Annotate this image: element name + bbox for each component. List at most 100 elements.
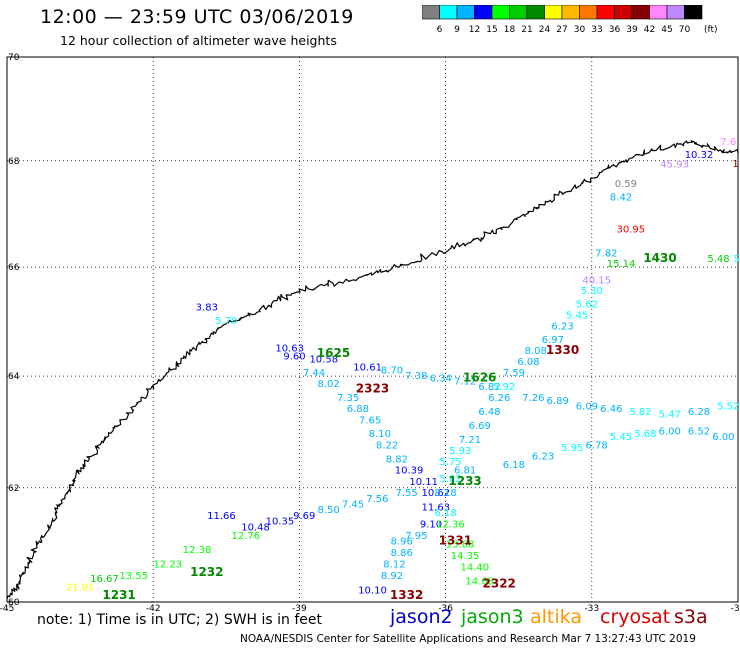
wave-height-value: 7.26	[522, 393, 544, 404]
wave-height-value: 7.44	[303, 368, 325, 379]
pass-time-label: 1233	[448, 474, 481, 488]
legend-label: 42	[644, 25, 655, 35]
pass-time-label: 1626	[463, 371, 496, 385]
wave-height-value: 7.6	[720, 137, 736, 148]
wave-height-value: 6.78	[586, 440, 608, 451]
wave-height-value: 7.21	[459, 435, 481, 446]
wave-height-value: 6.08	[517, 357, 539, 368]
wave-height-value: 10.63	[275, 343, 304, 354]
wave-height-value: 10.48	[241, 522, 270, 533]
wave-height-value: 8.18	[434, 488, 456, 499]
wave-height-value: 6.26	[488, 393, 510, 404]
wave-height-value: 13.88	[446, 539, 475, 550]
legend-label: 30	[574, 25, 586, 35]
legend-swatch	[684, 5, 703, 20]
pass-time-label: 1625	[317, 346, 350, 360]
wave-height-value: 8.50	[318, 505, 340, 516]
lat-tick-label: 66	[8, 263, 20, 273]
wave-height-value: 7.95	[405, 531, 427, 542]
lat-tick-label: 68	[8, 157, 20, 167]
pass-time-label: 1332	[390, 588, 423, 602]
wave-height-value: 10.58	[309, 354, 338, 365]
wave-height-value: 6.00	[712, 432, 734, 443]
wave-height-value: 5.68	[634, 429, 656, 440]
wave-height-value: 7.59	[503, 368, 525, 379]
wave-height-value: 6.23	[532, 452, 554, 463]
greenland-coastline	[6, 140, 739, 600]
wave-height-value: 7.38	[405, 371, 427, 382]
wave-height-value: 6.00	[659, 426, 681, 437]
color-legend: 6 9 12 15 18 21 24 27 30 33 36 39 42 45 70 (ft)	[422, 5, 737, 35]
wave-height-value: 5.95	[561, 443, 583, 454]
wave-height-value: 7.56	[366, 494, 388, 505]
axis-labels: -45 -42 -39 -36 -33 -30 70 68 66 64 62 60	[0, 53, 740, 612]
wave-height-value: 6.48	[478, 407, 500, 418]
lat-tick-label: 60	[8, 598, 20, 608]
page-subtitle: 12 hour collection of altimeter wave hei…	[60, 33, 337, 48]
wave-height-value: 5.47	[659, 410, 681, 421]
wave-height-value: 6.18	[434, 508, 456, 519]
graticule	[7, 56, 738, 602]
credit-line: NOAA/NESDIS Center for Satellite Applica…	[240, 633, 696, 645]
pass-time-label: 2322	[483, 577, 516, 591]
wave-height-value: 5.92	[493, 382, 515, 393]
wave-height-value: 10.10	[358, 585, 387, 596]
wave-height-value: 5.82	[629, 407, 651, 418]
legend-label: 45	[661, 25, 672, 35]
wave-height-value: 8.82	[386, 454, 408, 465]
wave-height-value: 9.10	[420, 519, 442, 530]
wave-height-value: 30.95	[616, 224, 645, 235]
wave-height-value: 21.91	[66, 582, 95, 593]
wave-height-value: 9.69	[293, 511, 315, 522]
wave-height-value: 7.12	[454, 376, 476, 387]
wave-height-value: 3.83	[196, 302, 218, 313]
wave-height-value: 5.30	[581, 286, 603, 297]
wave-height-value: 5.62	[439, 474, 461, 485]
wave-height-value: 40.15	[582, 275, 611, 286]
wave-height-value: 8.22	[376, 440, 398, 451]
wave-height-value: 1	[732, 159, 738, 170]
satellite-s3a: s3a	[674, 606, 708, 628]
lon-tick-label: -45	[0, 604, 14, 612]
legend-label: 12	[469, 25, 480, 35]
lon-tick-label: -42	[146, 604, 161, 612]
observations: 7.6 10.32 1 45.93 0.59 8.42 30.95 7.82 5.48 5.165…	[66, 137, 740, 596]
map-frame	[6, 56, 739, 603]
wave-height-value: 6.18	[503, 460, 525, 471]
legend-label: 27	[556, 25, 567, 35]
wave-height-value: 6.46	[600, 404, 622, 415]
satellite-jason3: jason3	[461, 606, 524, 628]
wave-height-value: 6.23	[551, 322, 573, 333]
wave-height-value: 7.82	[595, 248, 617, 259]
wave-height-value: 6.82	[478, 382, 500, 393]
lat-tick-label: 64	[8, 372, 20, 382]
wave-height-value: 6.34	[430, 374, 452, 385]
wave-height-value: 10.62	[422, 488, 451, 499]
wave-height-value: 6.28	[688, 407, 710, 418]
legend-label: 9	[454, 25, 460, 35]
lat-tick-label: 62	[8, 484, 19, 494]
legend-label: 24	[539, 25, 551, 35]
wave-height-value: 14.40	[461, 562, 490, 573]
wave-height-value: 7.65	[359, 415, 381, 426]
wave-height-value: 5.75	[439, 457, 461, 468]
wave-height-value: 7.55	[395, 488, 417, 499]
pass-times: 1625 1626 1233 1231 1232 1430 2323 1330 1331 1332…	[102, 251, 676, 602]
wave-height-value: 8.70	[381, 365, 403, 376]
wave-height-value: 8.96	[391, 537, 413, 548]
legend-label: 21	[521, 25, 532, 35]
pass-time-label: 1231	[102, 588, 135, 602]
legend-label: 15	[486, 25, 497, 35]
wave-height-value: 5.165	[733, 254, 740, 265]
wave-height-value: 8.86	[391, 548, 413, 559]
footnote: note: 1) Time is in UTC; 2) SWH is in fe…	[37, 612, 323, 628]
wave-height-value: 7.45	[342, 500, 364, 511]
wave-height-value: 0.59	[615, 179, 637, 190]
wave-height-value: 7.35	[337, 393, 359, 404]
wave-height-value: 8.08	[525, 346, 547, 357]
lon-tick-label: -30	[731, 604, 740, 612]
wave-height-value: 6.09	[576, 401, 598, 412]
wave-height-value: 10.61	[353, 363, 382, 374]
wave-height-value: 12.23	[153, 559, 182, 570]
wave-height-value: 11.66	[207, 511, 236, 522]
